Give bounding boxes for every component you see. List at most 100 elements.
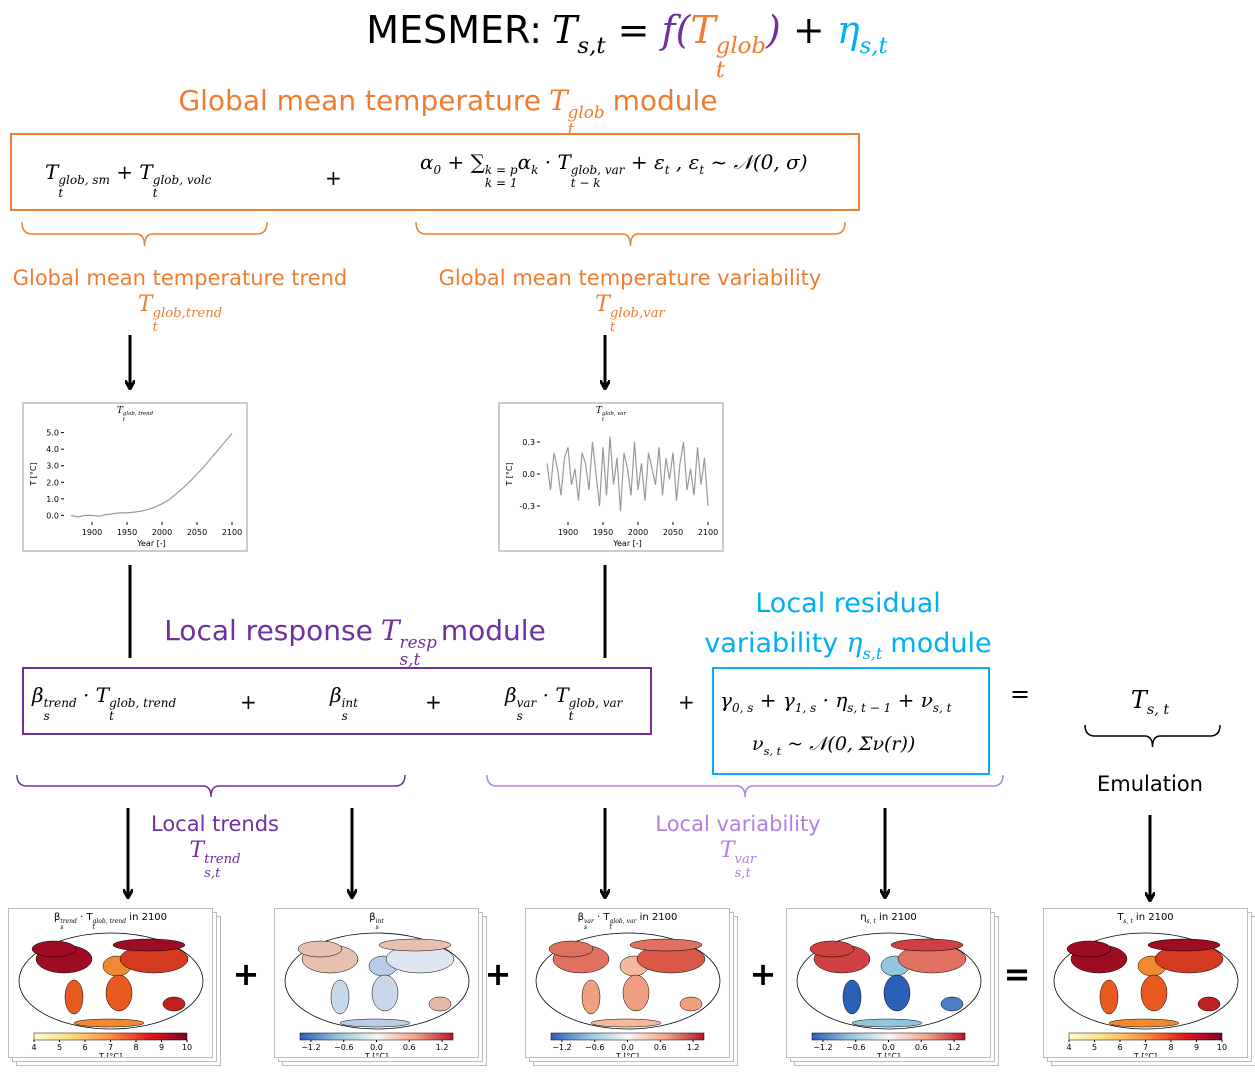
land [428,996,452,1012]
math-token: ν s, t [752,733,781,757]
math-base: · [76,912,87,923]
global-plus: + [325,166,342,190]
y-tick-label: 4.0 [46,445,59,454]
heading-text: Local response [164,614,373,647]
scripts: glob t [716,34,766,83]
math-base: · [593,912,604,923]
map-operator: + [484,955,512,993]
math-base: T [690,8,716,52]
subscript: s [516,708,523,723]
colorbar-label: T [°C] [876,1052,900,1057]
subscript: s,t [859,33,888,60]
colorbar [33,1032,188,1041]
scripts: 0 [434,164,442,177]
land [940,996,964,1012]
math-base: ∑ [470,150,485,174]
colorbar-tick-label: 6 [82,1043,87,1052]
subscript: t [58,185,64,200]
math-base: + [624,150,654,174]
scripts: glob, trend t [123,412,153,423]
map: 4 5 6 7 8 9 10 T [°C] [1053,932,1239,1057]
subscript: t [152,319,158,335]
subscript: s, t − 1 [847,701,892,716]
colorbar-tick-label: 9 [159,1043,164,1052]
math-token: in 2100 [876,912,917,923]
scripts: glob, sm t [58,174,110,199]
subscript: t [567,119,575,140]
math-base: T [719,838,735,863]
math-token: · [538,150,557,174]
line [70,433,233,518]
math-token: ~ 𝒩(0, Σ [781,733,872,755]
math-base: ν [920,688,933,712]
colorbar-tick-label: 9 [1194,1043,1199,1052]
map-operator: + [232,955,260,993]
math-base: = [605,8,662,52]
math-token: · [594,912,604,923]
math-base: β [330,683,342,707]
map-title: β int s [369,912,384,931]
scripts: k [531,164,538,177]
superscript: var [516,696,537,711]
scripts: glob, trend t [109,697,176,722]
math-base: T [137,292,153,317]
heading-end: module [440,614,546,647]
scripts: s, t [866,917,876,925]
brace [415,221,846,247]
math-base: ) [765,8,781,52]
land [883,974,911,1012]
subscript: k = 1 [484,175,518,190]
map-operator: = [1003,955,1031,993]
math-base: in 2100 [126,912,168,923]
math-token: ~ 𝒩(0, σ) [704,150,808,174]
math-base: T [45,160,59,184]
math-token: + [441,150,470,174]
plus: + [678,690,695,714]
superscript: trend [60,917,77,925]
subscript: s, t [866,917,876,925]
scripts: resp s,t [400,633,437,669]
math-token: η s,t [837,8,888,58]
land [73,1018,145,1028]
math-token: (r)) [884,733,915,755]
scripts: var s,t [735,853,757,881]
superscript: glob, trend [92,917,127,925]
math-base: ε [654,150,665,174]
y-tick-label: 0.0 [522,470,535,479]
residual-box [712,667,990,775]
x-tick-label: 2100 [222,528,242,537]
scripts: int s [342,697,358,722]
plus: + [240,690,257,714]
scripts: int s [375,917,384,932]
math-base: β [369,912,376,923]
superscript: int [375,917,384,925]
scripts: t [665,164,670,177]
math-base: · [76,683,96,707]
land [64,979,84,1015]
colorbar-tick-label: 7 [1143,1043,1148,1052]
land [339,1018,411,1028]
math-base: γ [720,688,732,712]
math-base: T [380,614,400,647]
scripts: trend s,t [204,853,240,881]
heading-symbol: η s,t [846,628,882,662]
superscript: trend [43,696,77,711]
y-tick-label: 2.0 [46,478,59,487]
x-tick-label: 2050 [663,528,683,537]
scripts: 0, s [732,702,753,715]
math-base: , [669,150,689,174]
